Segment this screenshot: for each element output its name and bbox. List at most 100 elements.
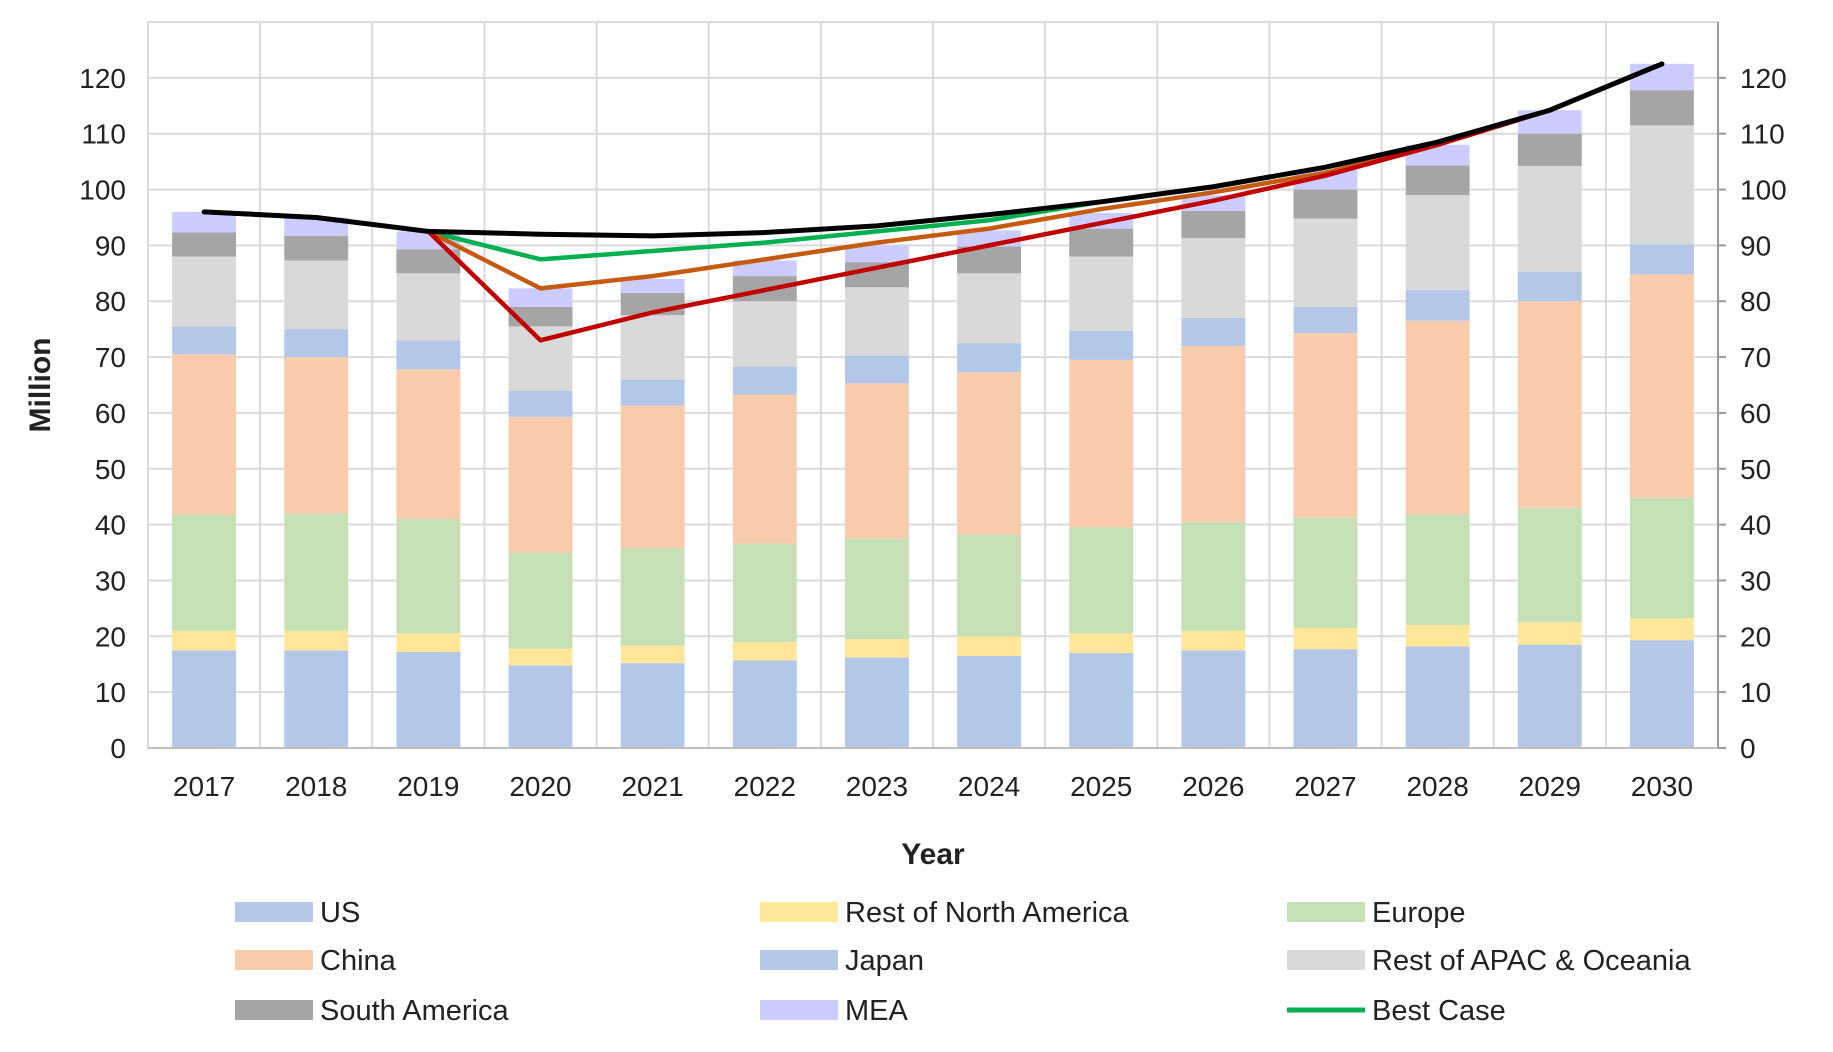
lines xyxy=(201,61,1665,343)
legend-item: Europe xyxy=(1287,897,1466,929)
bar-segment-us xyxy=(844,657,909,748)
bar-segment-europe xyxy=(620,548,685,646)
x-tick-label: 2028 xyxy=(1406,771,1468,802)
bar-segment-japan xyxy=(1293,306,1358,334)
bar-segment-south-america xyxy=(1069,228,1134,257)
bar-segment-china xyxy=(1629,274,1694,498)
bar-segment-rest-of-apac-oceania xyxy=(1069,256,1134,331)
y2-tick-label: 0 xyxy=(1740,733,1756,764)
bar-segment-japan xyxy=(172,326,237,355)
legend-label: Europe xyxy=(1372,897,1466,929)
bar-segment-rest-of-north-america xyxy=(620,645,685,664)
bar-segment-china xyxy=(1069,359,1134,528)
bar-segment-rest-of-apac-oceania xyxy=(732,301,797,367)
bar-segment-south-america xyxy=(1405,165,1470,196)
bar-segment-japan xyxy=(732,366,797,395)
bar-segment-rest-of-apac-oceania xyxy=(1629,125,1694,245)
legend-item: Rest of North America xyxy=(760,897,1130,929)
bar-segment-rest-of-north-america xyxy=(957,636,1022,656)
bar-segment-china xyxy=(620,405,685,549)
y2-tick-label: 100 xyxy=(1740,175,1787,206)
y2-tick-label: 50 xyxy=(1740,454,1771,485)
y2-tick-label: 10 xyxy=(1740,677,1771,708)
x-tick-label: 2026 xyxy=(1182,771,1244,802)
bar-segment-china xyxy=(396,369,461,520)
bar-segment-china xyxy=(284,357,349,514)
bar-segment-china xyxy=(732,394,797,544)
bar-segment-us xyxy=(172,650,237,748)
bar-segment-rest-of-north-america xyxy=(284,630,349,651)
y-tick-label: 80 xyxy=(95,286,126,317)
legend: US Rest of North America Europe China Japan R… xyxy=(235,897,1691,1027)
y2-tick-label: 90 xyxy=(1740,230,1771,261)
bar-segment-us xyxy=(1629,640,1694,748)
y-tick-label: 40 xyxy=(95,510,126,541)
bar-segment-europe xyxy=(396,519,461,634)
bar-segment-rest-of-apac-oceania xyxy=(957,273,1022,344)
y-tick-label: 60 xyxy=(95,398,126,429)
bar-segment-us xyxy=(284,650,349,748)
bar-segment-rest-of-north-america xyxy=(1069,633,1134,654)
bar-segment-mea xyxy=(1517,110,1582,134)
x-tick-label: 2024 xyxy=(958,771,1020,802)
legend-item: Best Case xyxy=(1287,995,1506,1027)
legend-swatch xyxy=(235,902,313,922)
legend-item: South America xyxy=(235,995,509,1027)
bar-segment-us xyxy=(1517,644,1582,748)
bar-segment-mea xyxy=(284,217,349,236)
bar-segment-mea xyxy=(844,245,909,263)
bar-segment-china xyxy=(1181,345,1246,522)
bar-segment-china xyxy=(508,416,573,553)
bar-segment-china xyxy=(1405,320,1470,515)
y-tick-label: 70 xyxy=(95,342,126,373)
bar-segment-south-america xyxy=(284,235,349,261)
bar-segment-us xyxy=(396,651,461,748)
line-baseline xyxy=(201,61,1665,239)
line-worst-case xyxy=(201,61,1665,343)
y2-tick-label: 80 xyxy=(1740,286,1771,317)
legend-swatch xyxy=(235,1000,313,1020)
bar-segment-europe xyxy=(1069,527,1134,634)
bar-segment-rest-of-north-america xyxy=(1293,627,1358,650)
x-tick-label: 2019 xyxy=(397,771,459,802)
y2-tick-label: 20 xyxy=(1740,621,1771,652)
legend-label: US xyxy=(320,897,360,929)
legend-item: Rest of APAC & Oceania xyxy=(1287,945,1691,977)
bar-segment-japan xyxy=(508,390,573,417)
bar-segment-us xyxy=(1405,646,1470,748)
bar-segment-china xyxy=(957,372,1022,535)
legend-item: US xyxy=(235,897,360,929)
y-axis-title: Million xyxy=(24,338,57,433)
y-tick-label: 20 xyxy=(95,621,126,652)
legend-swatch xyxy=(1287,902,1365,922)
x-tick-label: 2029 xyxy=(1519,771,1581,802)
y-tick-label: 30 xyxy=(95,565,126,596)
bar-segment-south-america xyxy=(1517,133,1582,167)
bar-segment-europe xyxy=(1293,517,1358,628)
bar-segment-rest-of-apac-oceania xyxy=(172,256,237,327)
legend-label: Rest of APAC & Oceania xyxy=(1372,945,1691,977)
x-axis-title: Year xyxy=(901,838,965,871)
bar-segment-rest-of-apac-oceania xyxy=(1405,195,1470,291)
legend-swatch xyxy=(760,902,838,922)
bar-segment-europe xyxy=(957,534,1022,637)
legend-label: Japan xyxy=(845,945,924,977)
x-tick-label: 2017 xyxy=(173,771,235,802)
bar-segment-mea xyxy=(620,278,685,293)
bar-segment-rest-of-north-america xyxy=(172,630,237,651)
bar-segment-rest-of-apac-oceania xyxy=(1293,218,1358,307)
bar-segment-europe xyxy=(1517,507,1582,623)
bar-segment-china xyxy=(1517,301,1582,508)
bar-segment-south-america xyxy=(1629,90,1694,126)
y2-tick-label: 30 xyxy=(1740,565,1771,596)
y2-tick-label: 40 xyxy=(1740,510,1771,541)
bar-segment-japan xyxy=(844,355,909,384)
bar-segment-us xyxy=(620,663,685,748)
bar-segment-europe xyxy=(284,513,349,631)
bar-segment-rest-of-north-america xyxy=(732,641,797,661)
legend-label: Best Case xyxy=(1372,995,1506,1027)
bar-segment-rest-of-north-america xyxy=(1517,622,1582,645)
y-tick-label: 110 xyxy=(81,119,126,150)
